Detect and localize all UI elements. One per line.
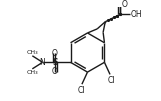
Text: CH₃: CH₃ <box>27 50 38 55</box>
Text: N: N <box>40 58 45 67</box>
Text: S: S <box>52 58 57 67</box>
Text: O: O <box>122 0 128 8</box>
Text: OH: OH <box>131 10 142 19</box>
Text: O: O <box>52 48 58 57</box>
Text: Cl: Cl <box>107 76 115 85</box>
Text: CH₃: CH₃ <box>27 70 38 75</box>
Text: Cl: Cl <box>77 86 85 95</box>
Text: O: O <box>52 67 58 76</box>
